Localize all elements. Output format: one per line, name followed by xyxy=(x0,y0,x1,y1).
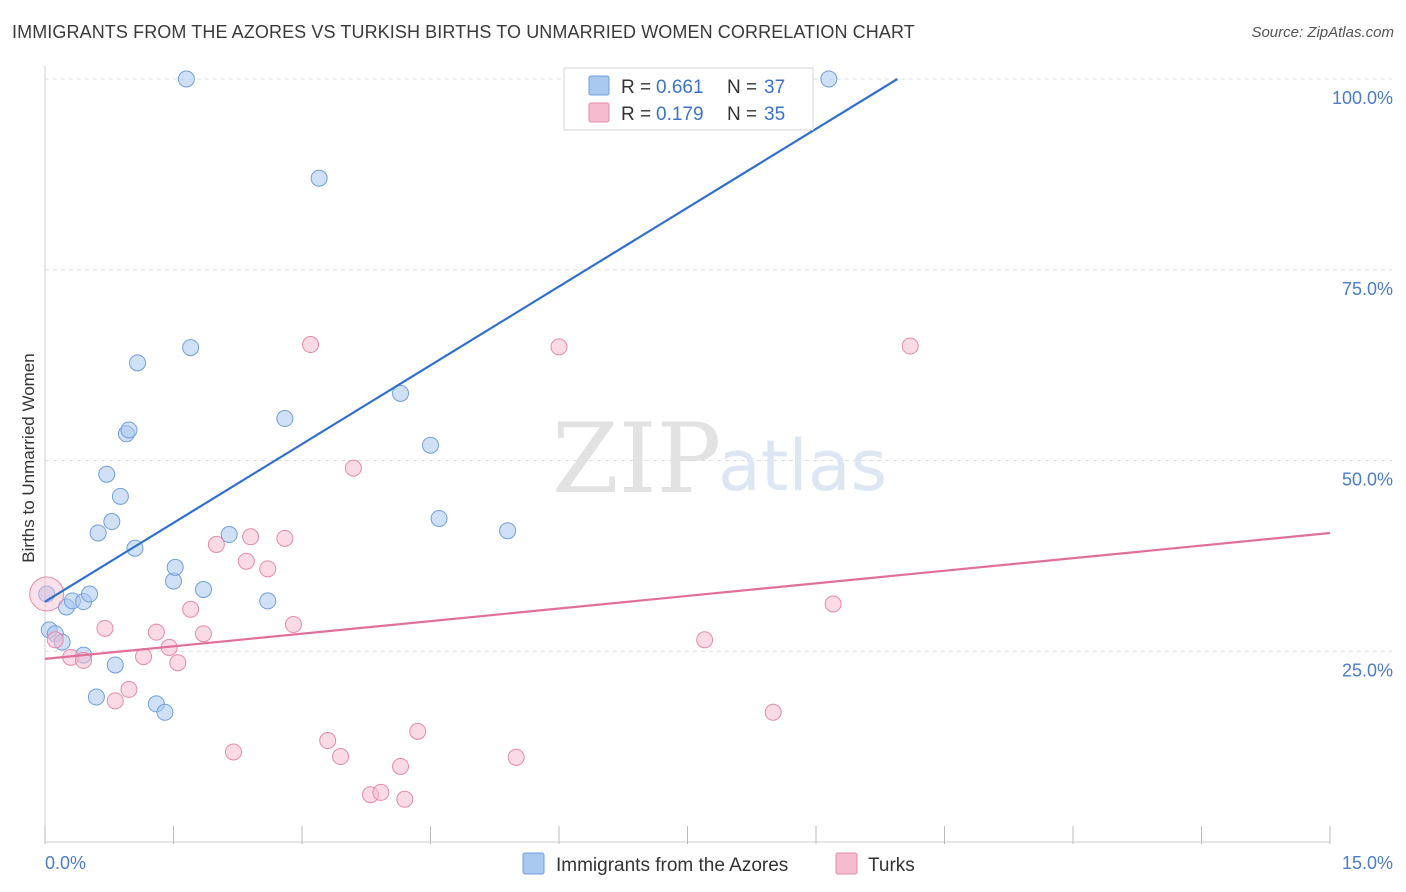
axis-tick-labels: 25.0% 50.0% 75.0% 100.0% 0.0% 15.0% xyxy=(45,88,1393,873)
point-azores-11 xyxy=(98,465,116,483)
trend-line-azores xyxy=(44,78,898,603)
point-turks-13 xyxy=(207,535,225,553)
point-turks-19 xyxy=(284,616,302,634)
point-azores-10 xyxy=(89,524,107,542)
legend-r-label-turks: R = xyxy=(621,104,651,125)
point-turks-7 xyxy=(135,648,153,666)
point-azores-13 xyxy=(106,656,124,674)
legend-swatch-azores xyxy=(588,75,610,96)
series-legend-label-turks: Turks xyxy=(868,855,915,876)
point-turks-5 xyxy=(106,692,124,710)
point-azores-28 xyxy=(276,410,294,428)
watermark-atlas: atlas xyxy=(718,425,887,507)
y-tick-label-0: 25.0% xyxy=(1342,660,1393,680)
point-turks-30 xyxy=(550,338,568,356)
point-azores-18 xyxy=(129,354,147,372)
point-turks-4 xyxy=(96,619,114,637)
point-azores-26 xyxy=(220,526,238,544)
point-turks-32 xyxy=(764,703,782,721)
point-azores-30 xyxy=(392,384,410,402)
point-turks-12 xyxy=(194,625,212,643)
point-azores-22 xyxy=(166,558,184,576)
point-turks-16 xyxy=(242,528,260,546)
point-turks-14 xyxy=(224,743,242,761)
point-azores-35 xyxy=(820,70,838,88)
point-azores-20 xyxy=(156,703,174,721)
point-turks-10 xyxy=(169,654,187,672)
legend-n-label-azores: N = xyxy=(727,77,757,98)
grid-lines xyxy=(45,78,1392,652)
point-azores-23 xyxy=(177,70,195,88)
point-turks-28 xyxy=(409,722,427,740)
point-turks-27 xyxy=(396,790,414,808)
point-turks-15 xyxy=(237,552,255,570)
point-turks-18 xyxy=(276,529,294,547)
series-legend-label-azores: Immigrants from the Azores xyxy=(556,855,788,876)
legend-n-label-turks: N = xyxy=(727,104,757,125)
chart-title: IMMIGRANTS FROM THE AZORES VS TURKISH BI… xyxy=(12,22,915,42)
source-label: Source: ZipAtlas.com xyxy=(1251,24,1394,41)
y-tick-label-3: 100.0% xyxy=(1332,88,1393,108)
point-turks-25 xyxy=(372,783,390,801)
point-turks-29 xyxy=(507,748,525,766)
axes xyxy=(44,66,1331,844)
point-azores-16 xyxy=(120,421,138,439)
series-legend-swatch-azores xyxy=(522,852,545,875)
point-turks-22 xyxy=(332,748,350,766)
point-turks-33 xyxy=(824,595,842,613)
point-turks-0 xyxy=(29,576,65,612)
point-turks-17 xyxy=(259,560,277,578)
point-turks-31 xyxy=(696,631,714,649)
series-legend: Immigrants from the Azores Turks xyxy=(522,852,915,876)
legend-r-label-azores: R = xyxy=(621,77,651,98)
y-tick-label-2: 75.0% xyxy=(1342,279,1393,299)
point-turks-23 xyxy=(344,459,362,477)
point-azores-24 xyxy=(182,339,200,357)
point-turks-11 xyxy=(182,600,200,618)
y-axis-label: Births to Unmarried Women xyxy=(19,353,38,562)
point-azores-9 xyxy=(87,688,105,706)
x-tick-label-min: 0.0% xyxy=(45,853,86,873)
point-turks-6 xyxy=(120,680,138,698)
point-turks-21 xyxy=(319,732,337,750)
point-turks-34 xyxy=(901,337,919,355)
legend-r-value-turks: 0.179 xyxy=(656,104,704,125)
point-azores-12 xyxy=(103,513,121,531)
point-azores-29 xyxy=(310,169,328,187)
y-tick-label-1: 50.0% xyxy=(1342,470,1393,490)
legend-n-value-azores: 37 xyxy=(764,77,785,98)
point-azores-25 xyxy=(194,580,212,598)
legend-n-value-turks: 35 xyxy=(764,104,785,125)
trend-line-turks xyxy=(44,531,1331,660)
watermark-zip: ZIP xyxy=(552,403,721,515)
point-turks-20 xyxy=(302,336,320,354)
series-legend-swatch-turks xyxy=(835,852,858,875)
legend-r-value-azores: 0.661 xyxy=(656,77,704,98)
legend-swatch-turks xyxy=(588,102,610,123)
point-azores-32 xyxy=(430,509,448,527)
point-turks-8 xyxy=(147,623,165,641)
point-azores-7 xyxy=(81,585,99,603)
trend-lines xyxy=(44,78,1331,660)
point-azores-31 xyxy=(422,436,439,454)
point-turks-1 xyxy=(46,631,64,649)
point-azores-33 xyxy=(499,522,517,540)
point-azores-14 xyxy=(111,487,129,505)
point-turks-26 xyxy=(392,757,410,775)
point-azores-27 xyxy=(259,592,277,610)
x-tick-label-max: 15.0% xyxy=(1342,853,1393,873)
stats-legend: R = 0.661 N = 37 R = 0.179 N = 35 xyxy=(563,67,814,131)
data-points xyxy=(29,70,919,808)
watermark: ZIP atlas xyxy=(552,403,887,515)
